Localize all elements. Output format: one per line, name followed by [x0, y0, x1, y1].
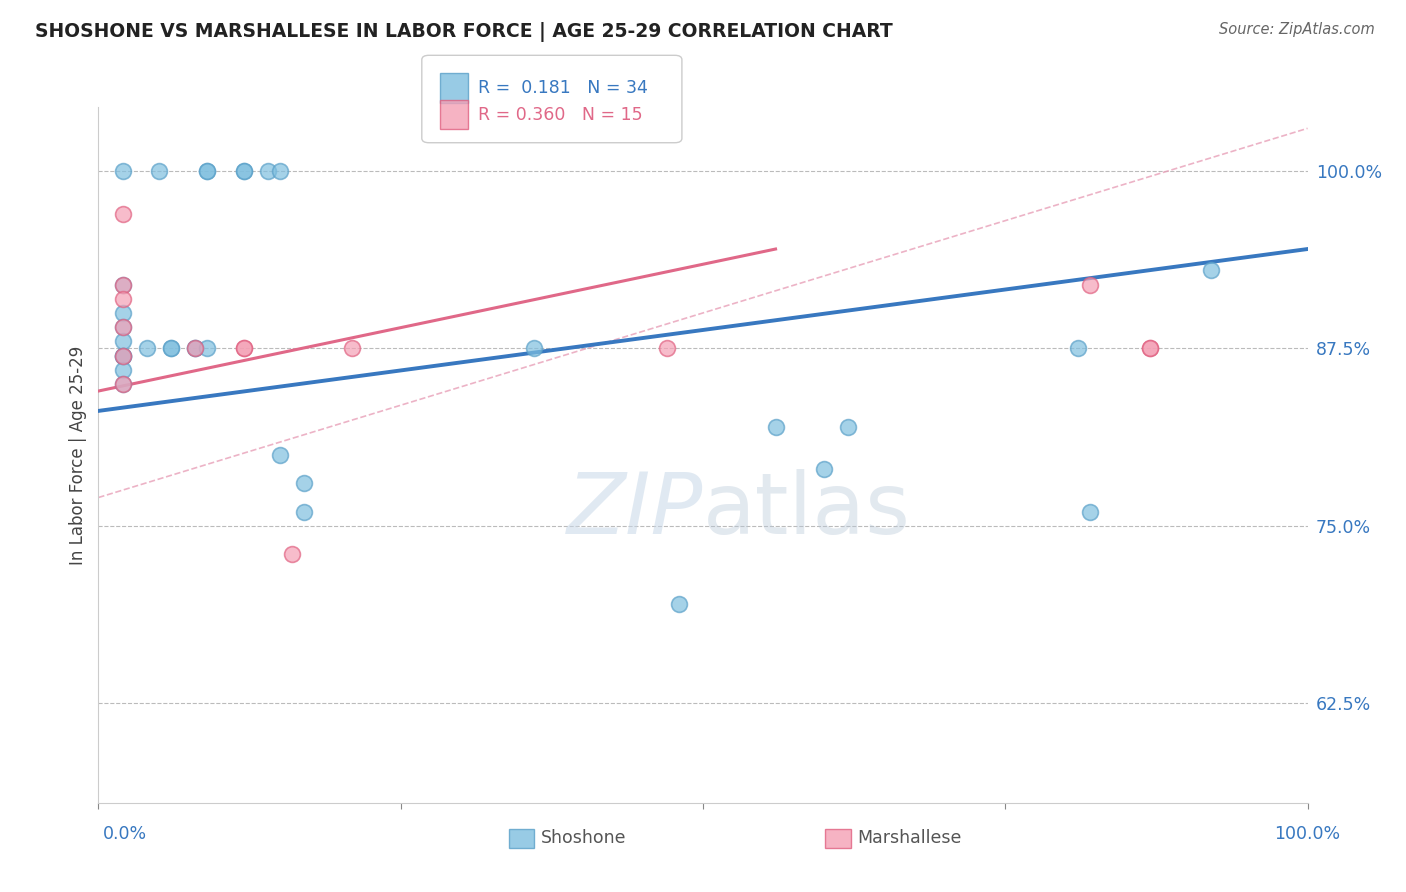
Point — [668, 597, 690, 611]
Point — [1199, 263, 1222, 277]
Point — [256, 164, 278, 178]
Point — [184, 342, 207, 356]
Point — [135, 342, 157, 356]
Point — [269, 448, 291, 462]
Point — [111, 376, 134, 391]
Point — [111, 306, 134, 320]
Point — [837, 419, 859, 434]
Point — [655, 342, 678, 356]
Point — [111, 277, 134, 292]
Point — [232, 342, 254, 356]
Point — [160, 342, 183, 356]
Point — [342, 342, 364, 356]
Text: Source: ZipAtlas.com: Source: ZipAtlas.com — [1219, 22, 1375, 37]
Point — [111, 334, 134, 349]
Point — [232, 164, 254, 178]
Point — [1139, 342, 1161, 356]
Point — [195, 342, 218, 356]
Text: atlas: atlas — [703, 469, 911, 552]
Point — [184, 342, 207, 356]
Text: R =  0.181   N = 34: R = 0.181 N = 34 — [478, 78, 648, 97]
Point — [111, 376, 134, 391]
Point — [111, 349, 134, 363]
Point — [111, 320, 134, 334]
Point — [232, 342, 254, 356]
Point — [813, 462, 835, 476]
Point — [111, 362, 134, 376]
Point — [111, 349, 134, 363]
Point — [1078, 505, 1101, 519]
Text: ZIP: ZIP — [567, 469, 703, 552]
Point — [1139, 342, 1161, 356]
Point — [765, 419, 787, 434]
Point — [292, 476, 315, 491]
Point — [1078, 277, 1101, 292]
Text: Marshallese: Marshallese — [858, 830, 962, 847]
Point — [160, 342, 183, 356]
Text: R = 0.360   N = 15: R = 0.360 N = 15 — [478, 105, 643, 124]
Point — [148, 164, 170, 178]
Point — [232, 164, 254, 178]
Text: Shoshone: Shoshone — [541, 830, 627, 847]
Point — [195, 164, 218, 178]
Point — [269, 164, 291, 178]
Point — [184, 342, 207, 356]
Point — [292, 505, 315, 519]
Text: SHOSHONE VS MARSHALLESE IN LABOR FORCE | AGE 25-29 CORRELATION CHART: SHOSHONE VS MARSHALLESE IN LABOR FORCE |… — [35, 22, 893, 42]
Point — [523, 342, 546, 356]
Text: 100.0%: 100.0% — [1274, 825, 1340, 843]
Text: 0.0%: 0.0% — [103, 825, 146, 843]
Point — [111, 320, 134, 334]
Point — [1067, 342, 1090, 356]
Point — [195, 164, 218, 178]
Y-axis label: In Labor Force | Age 25-29: In Labor Force | Age 25-29 — [69, 345, 87, 565]
Point — [111, 206, 134, 220]
Point — [111, 164, 134, 178]
Point — [111, 292, 134, 306]
Point — [111, 277, 134, 292]
Point — [111, 349, 134, 363]
Point — [111, 349, 134, 363]
Point — [281, 547, 304, 561]
